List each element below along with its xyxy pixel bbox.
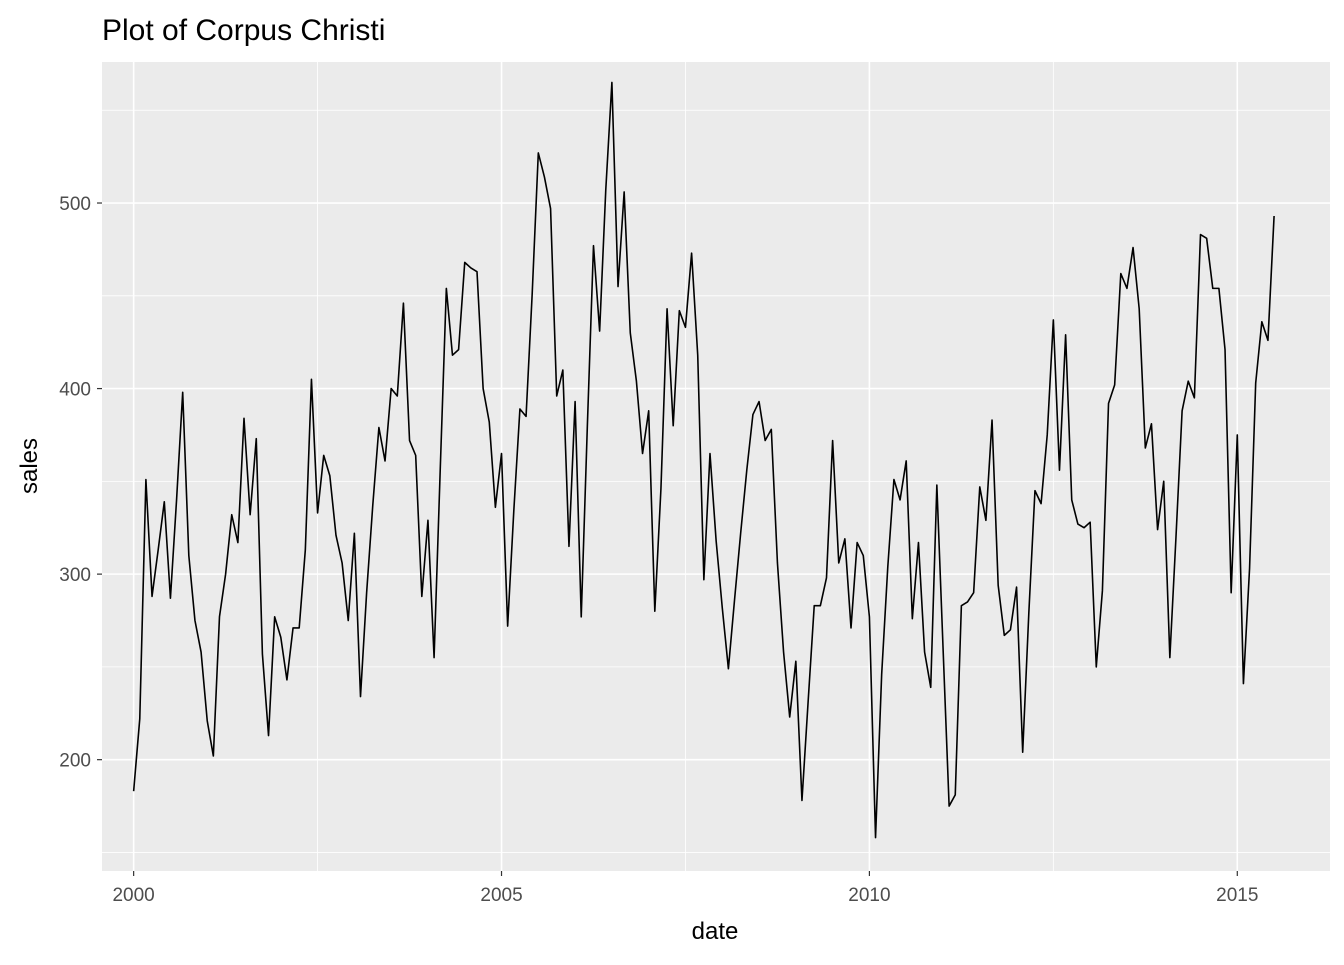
y-tick-label: 400 — [59, 380, 91, 401]
chart-title: Plot of Corpus Christi — [102, 14, 385, 47]
y-tick-label: 500 — [59, 194, 91, 215]
plot-panel — [102, 62, 1330, 871]
minor-gridlines — [102, 62, 1330, 871]
x-tick-label: 2000 — [112, 885, 154, 906]
y-tick-label: 300 — [59, 565, 91, 586]
x-tick-label: 2010 — [848, 885, 890, 906]
y-tick-label: 200 — [59, 751, 91, 772]
sales-series-line — [132, 81, 1275, 839]
x-tick-label: 2005 — [480, 885, 522, 906]
series-layer — [132, 81, 1275, 839]
major-gridlines — [102, 62, 1330, 871]
y-axis-ticks: 200 300 400 500 — [59, 194, 102, 772]
x-axis-title: date — [692, 918, 739, 945]
y-axis-title: sales — [16, 438, 43, 494]
x-tick-label: 2015 — [1216, 885, 1258, 906]
x-axis-ticks: 2000 2005 2010 2015 — [112, 871, 1258, 906]
